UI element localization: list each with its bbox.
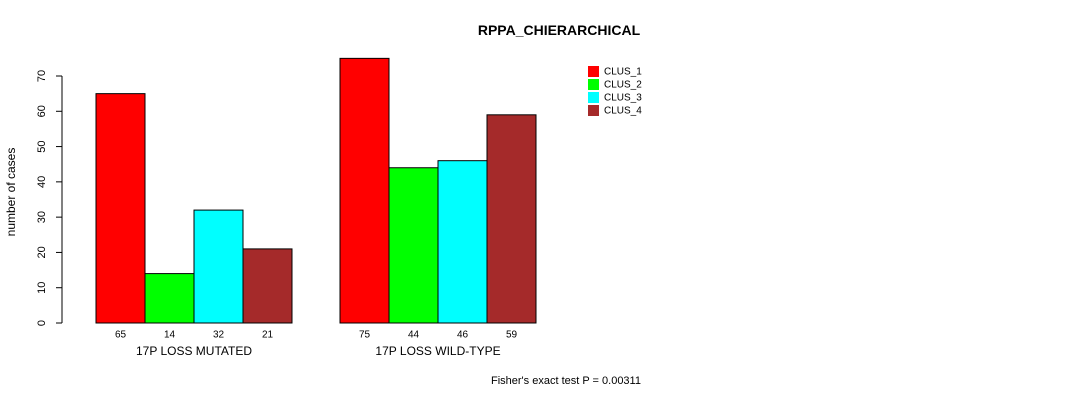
group-labels: 17P LOSS MUTATED 17P LOSS WILD-TYPE: [136, 344, 501, 358]
y-tick-label: 70: [36, 70, 48, 82]
y-tick-label: 10: [36, 282, 48, 294]
bar-clus_1-group-1: [95, 93, 146, 324]
bar-clus_4-group-2: [486, 114, 537, 324]
y-tick-label: 30: [36, 211, 48, 223]
bar-value-label: 75: [359, 330, 371, 341]
fisher-test-footnote: Fisher's exact test P = 0.00311: [491, 375, 641, 387]
bar-clus_3-group-2: [437, 160, 488, 324]
legend-label: CLUS_2: [604, 80, 642, 91]
group-label: 17P LOSS MUTATED: [136, 344, 252, 358]
chart-title: RPPA_CHIERARCHICAL: [478, 22, 641, 38]
bar-value-label: 44: [408, 330, 420, 341]
bar-clus_2-group-2: [388, 167, 439, 324]
bar-value-label: 46: [457, 330, 469, 341]
y-tick-label: 60: [36, 105, 48, 117]
bars: [95, 57, 537, 324]
bar-value-label: 32: [213, 330, 225, 341]
legend-label: CLUS_1: [604, 67, 642, 78]
bar-value-label: 21: [262, 330, 274, 341]
bar-clus_4-group-1: [242, 248, 293, 324]
y-tick-label: 40: [36, 176, 48, 188]
bar-value-label: 59: [506, 330, 518, 341]
y-axis-title: number of cases: [4, 148, 18, 237]
y-tick-label: 50: [36, 140, 48, 152]
legend: CLUS_1 CLUS_2 CLUS_3 CLUS_4: [588, 66, 642, 117]
y-tick-label: 0: [36, 320, 48, 326]
group-label: 17P LOSS WILD-TYPE: [375, 344, 500, 358]
bar-value-label: 14: [164, 330, 176, 341]
legend-swatch: [588, 66, 599, 77]
legend-label: CLUS_4: [604, 106, 642, 117]
legend-swatch: [588, 92, 599, 103]
legend-label: CLUS_3: [604, 93, 642, 104]
y-tick-label: 20: [36, 246, 48, 258]
legend-swatch: [588, 79, 599, 90]
bar-value-labels: 65 14 32 21 75 44 46 59: [115, 330, 518, 341]
y-axis: 0 10 20 30 40 50 60 70: [36, 70, 63, 326]
bar-value-label: 65: [115, 330, 127, 341]
bar-clus_2-group-1: [144, 273, 195, 324]
bar-clus_1-group-2: [339, 57, 390, 324]
bar-clus_3-group-1: [193, 209, 244, 324]
legend-swatch: [588, 105, 599, 116]
